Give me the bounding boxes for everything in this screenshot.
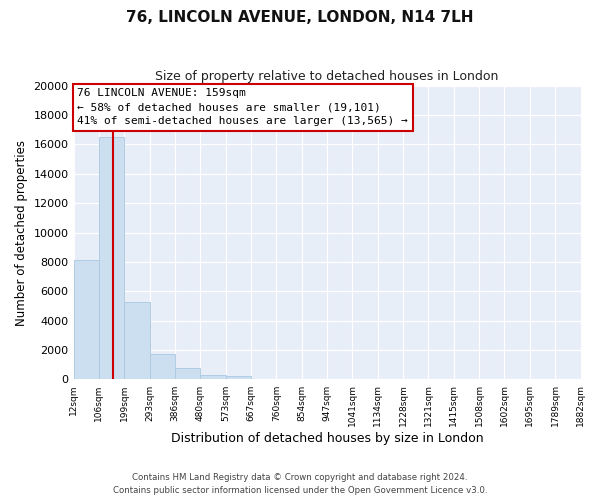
- Bar: [74, 260, 99, 380]
- Bar: [175, 368, 200, 380]
- Bar: [149, 354, 175, 380]
- X-axis label: Distribution of detached houses by size in London: Distribution of detached houses by size …: [171, 432, 484, 445]
- Text: Contains HM Land Registry data © Crown copyright and database right 2024.
Contai: Contains HM Land Registry data © Crown c…: [113, 474, 487, 495]
- Y-axis label: Number of detached properties: Number of detached properties: [15, 140, 28, 326]
- Text: 76 LINCOLN AVENUE: 159sqm
← 58% of detached houses are smaller (19,101)
41% of s: 76 LINCOLN AVENUE: 159sqm ← 58% of detac…: [77, 88, 408, 126]
- Text: 76, LINCOLN AVENUE, LONDON, N14 7LH: 76, LINCOLN AVENUE, LONDON, N14 7LH: [126, 10, 474, 25]
- Bar: [99, 137, 124, 380]
- Bar: [200, 376, 226, 380]
- Bar: [226, 376, 251, 380]
- Bar: [124, 302, 149, 380]
- Title: Size of property relative to detached houses in London: Size of property relative to detached ho…: [155, 70, 499, 83]
